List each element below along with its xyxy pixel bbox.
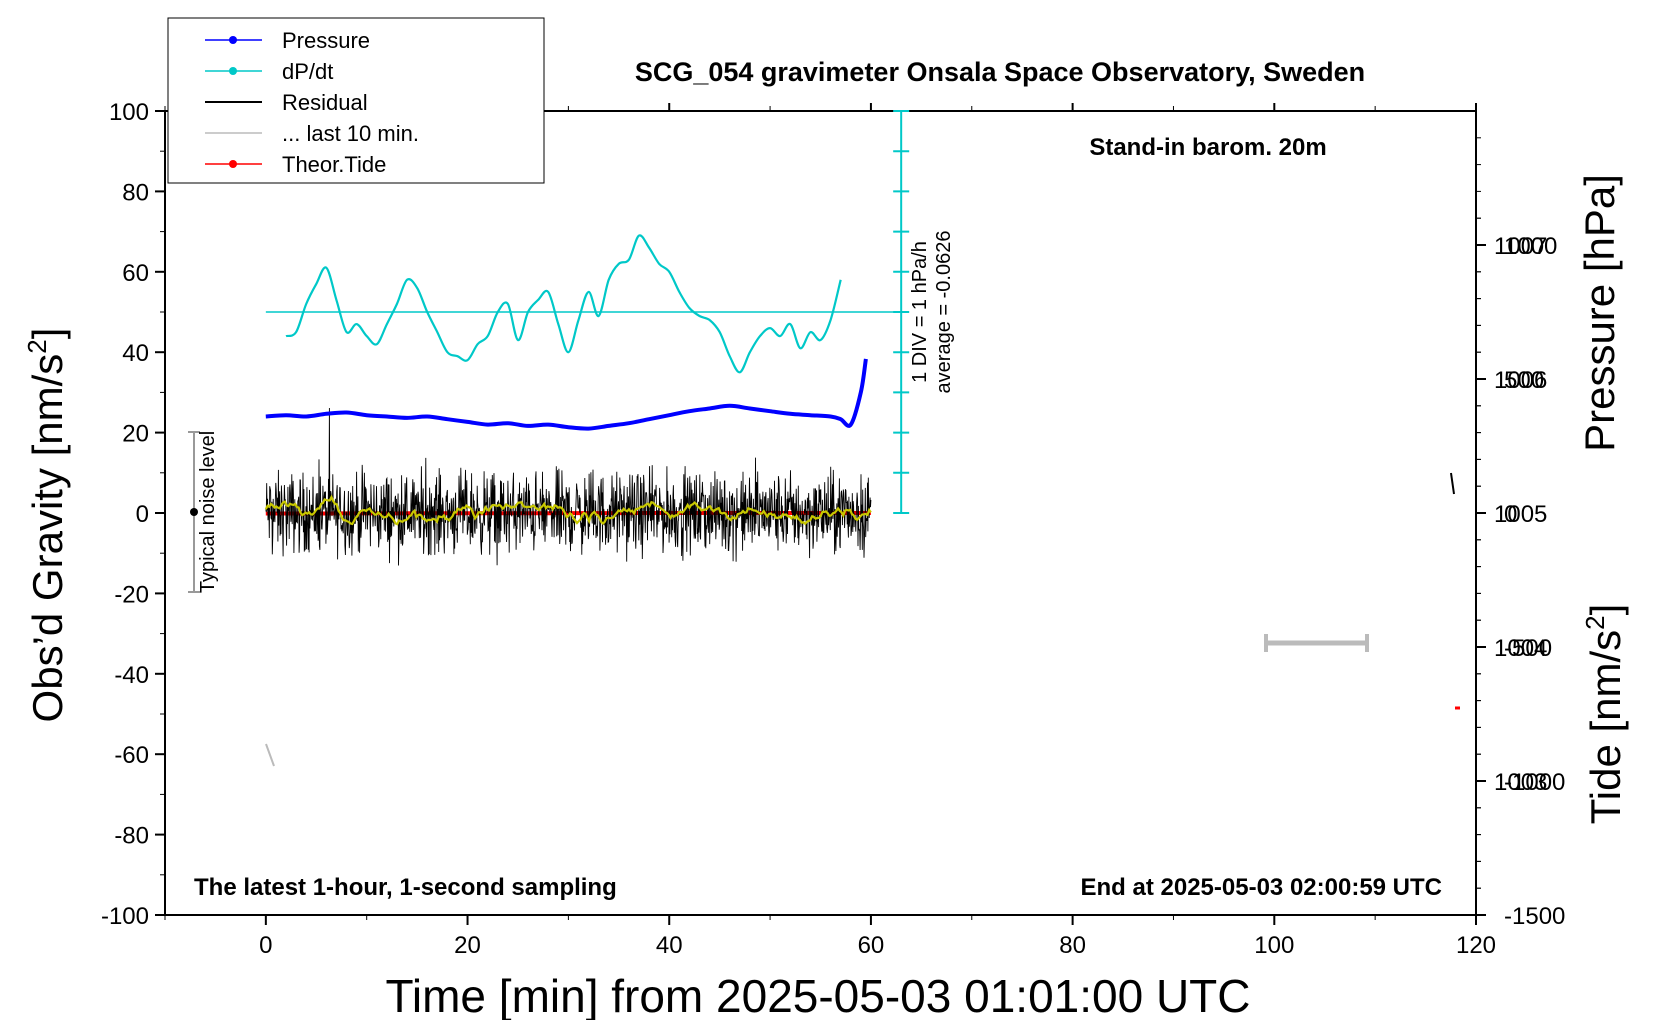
pressure-tick-label: 1003 [1494,769,1547,796]
tide-axis-title: Tide [nm/s2] [1580,604,1629,825]
left-tick-label: 0 [136,501,149,528]
x-tick-label: 120 [1456,932,1496,959]
legend-entries: Pressure dP/dt Residual ... last 10 min. The… [205,28,419,177]
last-10-start-mark [265,743,275,767]
tide-axis-title-end: ] [1582,604,1629,616]
y-axis-title-left-sup: 2 [22,339,52,353]
legend-label: dP/dt [282,59,333,84]
x-tick-label: 100 [1254,932,1294,959]
legend-label: Pressure [282,28,370,53]
dpdt-scale-bar [265,110,910,514]
tide-tick-label: -1500 [1504,903,1565,930]
legend: Pressure dP/dt Residual ... last 10 min. The… [167,17,545,184]
left-axis-ticks: 100 80 60 40 20 0 -20 -40 -60 -80 -100 [101,99,165,930]
legend-label: ... last 10 min. [282,121,419,146]
latest-hour-label: The latest 1-hour, 1-second sampling [194,874,617,901]
dpdt-average-label: average = -0.0626 [933,231,955,394]
left-tick-label: -40 [114,662,149,689]
legend-box [167,17,545,184]
x-tick-label: 60 [858,932,885,959]
left-tick-label: -100 [101,903,149,930]
legend-swatch-marker [229,36,237,44]
pressure-tick-label: 1006 [1494,367,1547,394]
y-axis-title-left-main: Obs’d Gravity [nm/s [24,354,71,723]
legend-swatch-marker [229,67,237,75]
dpdt-scale-label: 1 DIV = 1 hPa/h [909,241,931,383]
pressure-tick-label: 1007 [1494,233,1547,260]
pressure-series-line [265,358,868,431]
dpdt-series-line [285,234,842,374]
left-tick-label: 80 [122,179,149,206]
y-axis-title-left-end: ] [24,328,71,340]
left-tick-label: 100 [109,99,149,126]
chart-series [264,234,872,566]
chart-title: SCG_054 gravimeter Onsala Space Observat… [635,57,1365,87]
tide-tick-label: 1000 [1504,233,1557,260]
left-tick-label: 60 [122,260,149,287]
tide-axis-title-main: Tide [nm/s [1582,630,1629,825]
noise-level-marker [190,508,198,516]
residual-series-line [265,407,872,566]
legend-label: Residual [282,90,368,115]
end-time-label: End at 2025-05-03 02:00:59 UTC [1081,874,1443,901]
stand-in-label: Stand-in barom. 20m [1089,134,1326,161]
noise-level-bar [188,431,200,593]
left-tick-label: -80 [114,823,149,850]
tide-tick-label: 0 [1504,501,1517,528]
x-tick-label: 80 [1059,932,1086,959]
last-10-min-bar [1264,634,1369,652]
left-tick-label: -60 [114,742,149,769]
x-axis-ticks: 0 20 40 60 80 100 120 [164,103,1496,959]
legend-swatch-marker [229,160,237,168]
left-tick-label: -20 [114,581,149,608]
left-tick-label: 40 [122,340,149,367]
pressure-axis-title: Pressure [hPa] [1576,174,1623,452]
noise-level-label: Typical noise level [197,431,219,593]
pressure-tick-label: 1005 [1494,501,1547,528]
x-tick-label: 0 [259,932,272,959]
tide-tick-label: -500 [1504,635,1552,662]
left-tick-label: 20 [122,421,149,448]
y-axis-title-left: Obs’d Gravity [nm/s2] [22,328,71,723]
tide-tick-label: -1000 [1504,769,1565,796]
tide-axis-ticks: 1000 500 0 -500 -1000 -1500 [1476,217,1565,930]
pressure-tick-label: 1004 [1494,635,1547,662]
x-axis-title: Time [min] from 2025-05-03 01:01:00 UTC [386,970,1251,1020]
x-tick-label: 20 [454,932,481,959]
pressure-end-mark [1450,472,1455,495]
residual-smoothed-line [264,494,872,526]
legend-label: Theor.Tide [282,152,386,177]
x-tick-label: 40 [656,932,683,959]
tide-axis-title-sup: 2 [1580,615,1610,629]
tide-tick-label: 500 [1504,367,1544,394]
